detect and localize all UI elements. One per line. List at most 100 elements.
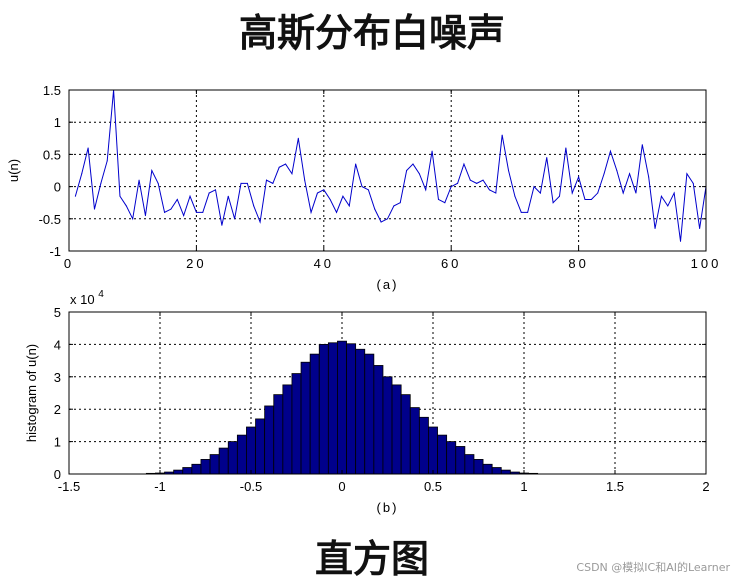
histogram-bar	[482, 463, 493, 475]
y-tick-label: 4	[54, 337, 61, 352]
x-tick-label: 0	[64, 256, 74, 271]
histogram-bar	[300, 361, 311, 475]
histogram-bar	[373, 365, 384, 475]
line-series-point	[291, 173, 293, 175]
line-series-point	[495, 192, 497, 194]
line-series-point	[667, 205, 669, 207]
y-tick-label: 2	[54, 402, 61, 417]
y-tick-label: 0	[54, 180, 61, 195]
y-tick-label: 1.5	[43, 83, 61, 98]
line-series-path	[74, 89, 707, 242]
line-series-point	[240, 182, 242, 184]
histogram-bar	[464, 454, 475, 475]
line-series-point	[686, 173, 688, 175]
y-tick-label: 1	[54, 435, 61, 450]
line-series-point	[387, 218, 388, 220]
histogram-axes-box	[68, 311, 707, 475]
line-series-point	[692, 182, 694, 184]
line-series-point	[457, 182, 459, 184]
line-series-point	[584, 198, 586, 200]
line-series-point	[81, 173, 83, 175]
line-series-point	[189, 195, 191, 197]
line-series-point	[164, 211, 166, 213]
line-series-point	[138, 179, 140, 181]
line-series-point	[336, 211, 338, 213]
histogram-bar	[491, 467, 502, 475]
line-series-point	[106, 160, 108, 162]
line-series-point	[380, 221, 382, 223]
line-series-point	[635, 192, 637, 194]
histogram-bar	[428, 426, 438, 475]
histogram-bar	[337, 340, 347, 475]
line-series-point	[425, 189, 427, 191]
histogram-bar	[246, 426, 256, 475]
histogram-bar	[227, 441, 238, 475]
x-tick-label: 80	[568, 256, 588, 271]
line-series-point	[246, 182, 248, 184]
line-series-point	[476, 182, 478, 184]
line-series-point	[412, 163, 414, 165]
line-series-point	[680, 240, 682, 242]
line-series-point	[406, 170, 408, 171]
line-series-point	[151, 170, 153, 171]
line-chart-series	[74, 89, 707, 242]
line-series-point	[310, 211, 312, 213]
line-series-point	[699, 227, 701, 229]
histogram-bar	[409, 407, 420, 475]
line-series-point	[648, 176, 650, 178]
histogram-bar	[446, 441, 457, 475]
histogram-bar	[264, 405, 275, 475]
line-series-point	[393, 205, 395, 207]
histogram-bar	[200, 459, 211, 475]
histogram-bar	[391, 384, 402, 475]
histogram-bar	[273, 394, 284, 475]
x-tick-label: 40	[314, 256, 334, 271]
line-series-point	[157, 182, 159, 184]
histogram-yticks: 0 1 2 3 4 5	[54, 305, 706, 482]
line-series-point	[469, 179, 471, 181]
line-series-point	[183, 215, 185, 217]
exponent-prefix: x 10	[70, 292, 95, 307]
histogram-bar	[364, 353, 375, 475]
line-series-point	[93, 208, 95, 210]
y-tick-label: -1	[49, 244, 61, 259]
line-series-point	[195, 211, 197, 213]
watermark-text: CSDN @模拟IC和AI的Learner	[576, 561, 730, 574]
line-series-point	[418, 173, 420, 175]
line-series-point	[329, 198, 331, 200]
line-series-point	[272, 182, 274, 184]
line-series-point	[125, 205, 127, 207]
line-series-point	[144, 215, 146, 217]
x-tick-label: 20	[186, 256, 206, 271]
y-tick-label: 0.5	[43, 147, 61, 162]
line-series-point	[520, 211, 522, 213]
histogram-bar	[400, 394, 411, 475]
line-series-point	[278, 166, 280, 168]
line-series-point	[450, 186, 452, 188]
line-series-point	[660, 195, 662, 197]
line-series-point	[616, 170, 618, 171]
line-series-point	[444, 202, 446, 204]
histogram-bar	[173, 469, 184, 475]
histogram-exponent-label: x 10 4	[70, 289, 104, 307]
histogram-caption: (b)	[377, 500, 399, 515]
line-series-point	[488, 189, 490, 191]
line-series-point	[590, 198, 592, 200]
line-series-point	[221, 224, 223, 226]
exponent-power: 4	[98, 289, 104, 300]
line-series-point	[533, 186, 535, 188]
line-series-point	[208, 192, 210, 194]
line-series-point	[374, 208, 376, 210]
histogram-title: 直方图	[314, 537, 429, 581]
line-chart-axes-box	[68, 89, 707, 252]
line-series-point	[437, 198, 439, 200]
histogram-bar	[455, 446, 466, 475]
line-series-point	[565, 147, 567, 149]
histogram-xticks: -1.5 -1 -0.5 0 0.5 1 1.5 2	[58, 312, 710, 494]
line-series-point	[508, 170, 510, 171]
x-tick-label: 2	[702, 479, 709, 494]
line-series-point	[176, 198, 178, 200]
histogram-grid	[69, 312, 706, 474]
line-series-point	[399, 202, 401, 204]
